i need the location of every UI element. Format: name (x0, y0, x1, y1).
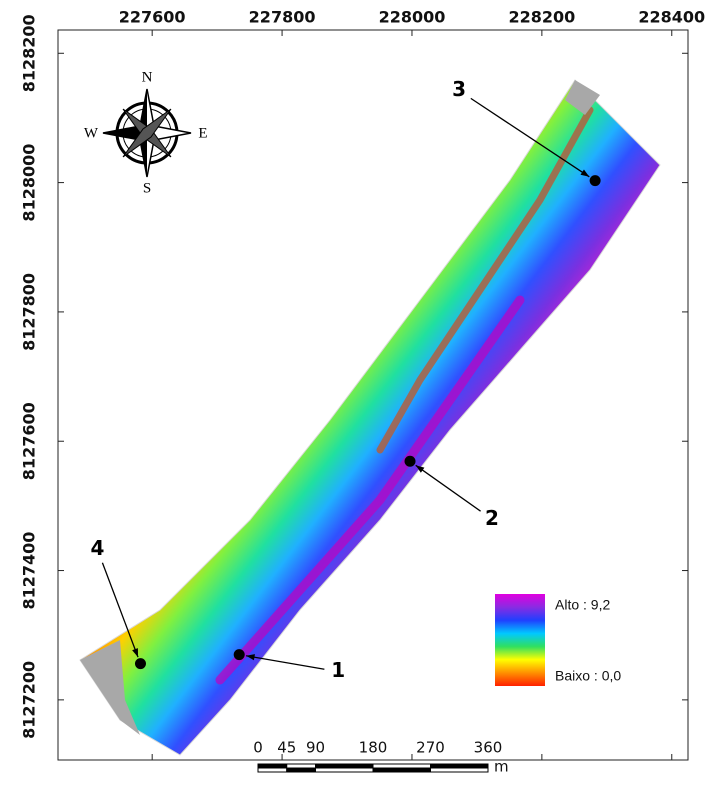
callout-arrow (415, 464, 481, 512)
legend-low: Baixo : 0,0 (555, 668, 621, 684)
y-tick-label: 8128000 (20, 144, 39, 222)
sample-point (134, 658, 146, 670)
arrow-head (132, 648, 139, 658)
y-tick-label: 8127200 (20, 661, 39, 739)
arrow-head (246, 654, 255, 661)
no-data-area (80, 640, 140, 735)
compass-east: E (198, 125, 207, 141)
point-label: 2 (485, 506, 499, 530)
scale-segment (286, 767, 316, 773)
legend-colorbar (495, 594, 545, 686)
y-tick-label: 8128200 (20, 14, 39, 92)
scale-label: 90 (306, 739, 325, 757)
scale-label: 270 (416, 739, 445, 757)
callout-arrow (245, 655, 325, 670)
y-tick-label: 8127600 (20, 402, 39, 480)
scale-segment (257, 767, 288, 773)
no-data-area (565, 80, 600, 115)
scale-segment (372, 763, 431, 769)
scale-unit: m (494, 758, 509, 776)
x-tick-label: 228400 (638, 8, 705, 27)
scale-segment (430, 763, 489, 769)
compass-north: N (142, 69, 153, 85)
scale-label: 360 (474, 739, 503, 757)
arrow-head (580, 169, 590, 177)
point-label: 3 (452, 77, 466, 101)
sample-point (589, 175, 601, 187)
x-tick-label: 228000 (379, 8, 446, 27)
scale-label: 45 (277, 739, 296, 757)
scale-label: 0 (253, 739, 263, 757)
sample-point (404, 455, 416, 467)
scale-segment (315, 767, 374, 773)
scale-segment (257, 763, 288, 769)
callout-arrow (101, 562, 139, 658)
arrow-head (415, 465, 425, 473)
callout-arrow (470, 97, 590, 178)
scale-segment (372, 767, 431, 773)
channel (376, 106, 594, 454)
channel (215, 295, 525, 685)
survey-strip (79, 79, 661, 756)
x-tick-label: 227800 (249, 8, 316, 27)
point-label: 1 (331, 658, 345, 682)
scale-segment (286, 763, 316, 769)
compass: N S E W (84, 69, 208, 196)
scale-label: 180 (359, 739, 388, 757)
y-tick-label: 8127800 (20, 273, 39, 351)
x-tick-label: 227600 (119, 8, 186, 27)
sample-point (233, 649, 245, 661)
compass-west: W (84, 125, 99, 141)
x-tick-label: 228200 (508, 8, 575, 27)
y-tick-label: 8127400 (20, 532, 39, 610)
scale-segment (430, 767, 489, 773)
point-label: 4 (91, 536, 105, 560)
legend-high: Alto : 9,2 (555, 597, 610, 613)
scale-segment (315, 763, 374, 769)
compass-south: S (143, 180, 151, 196)
